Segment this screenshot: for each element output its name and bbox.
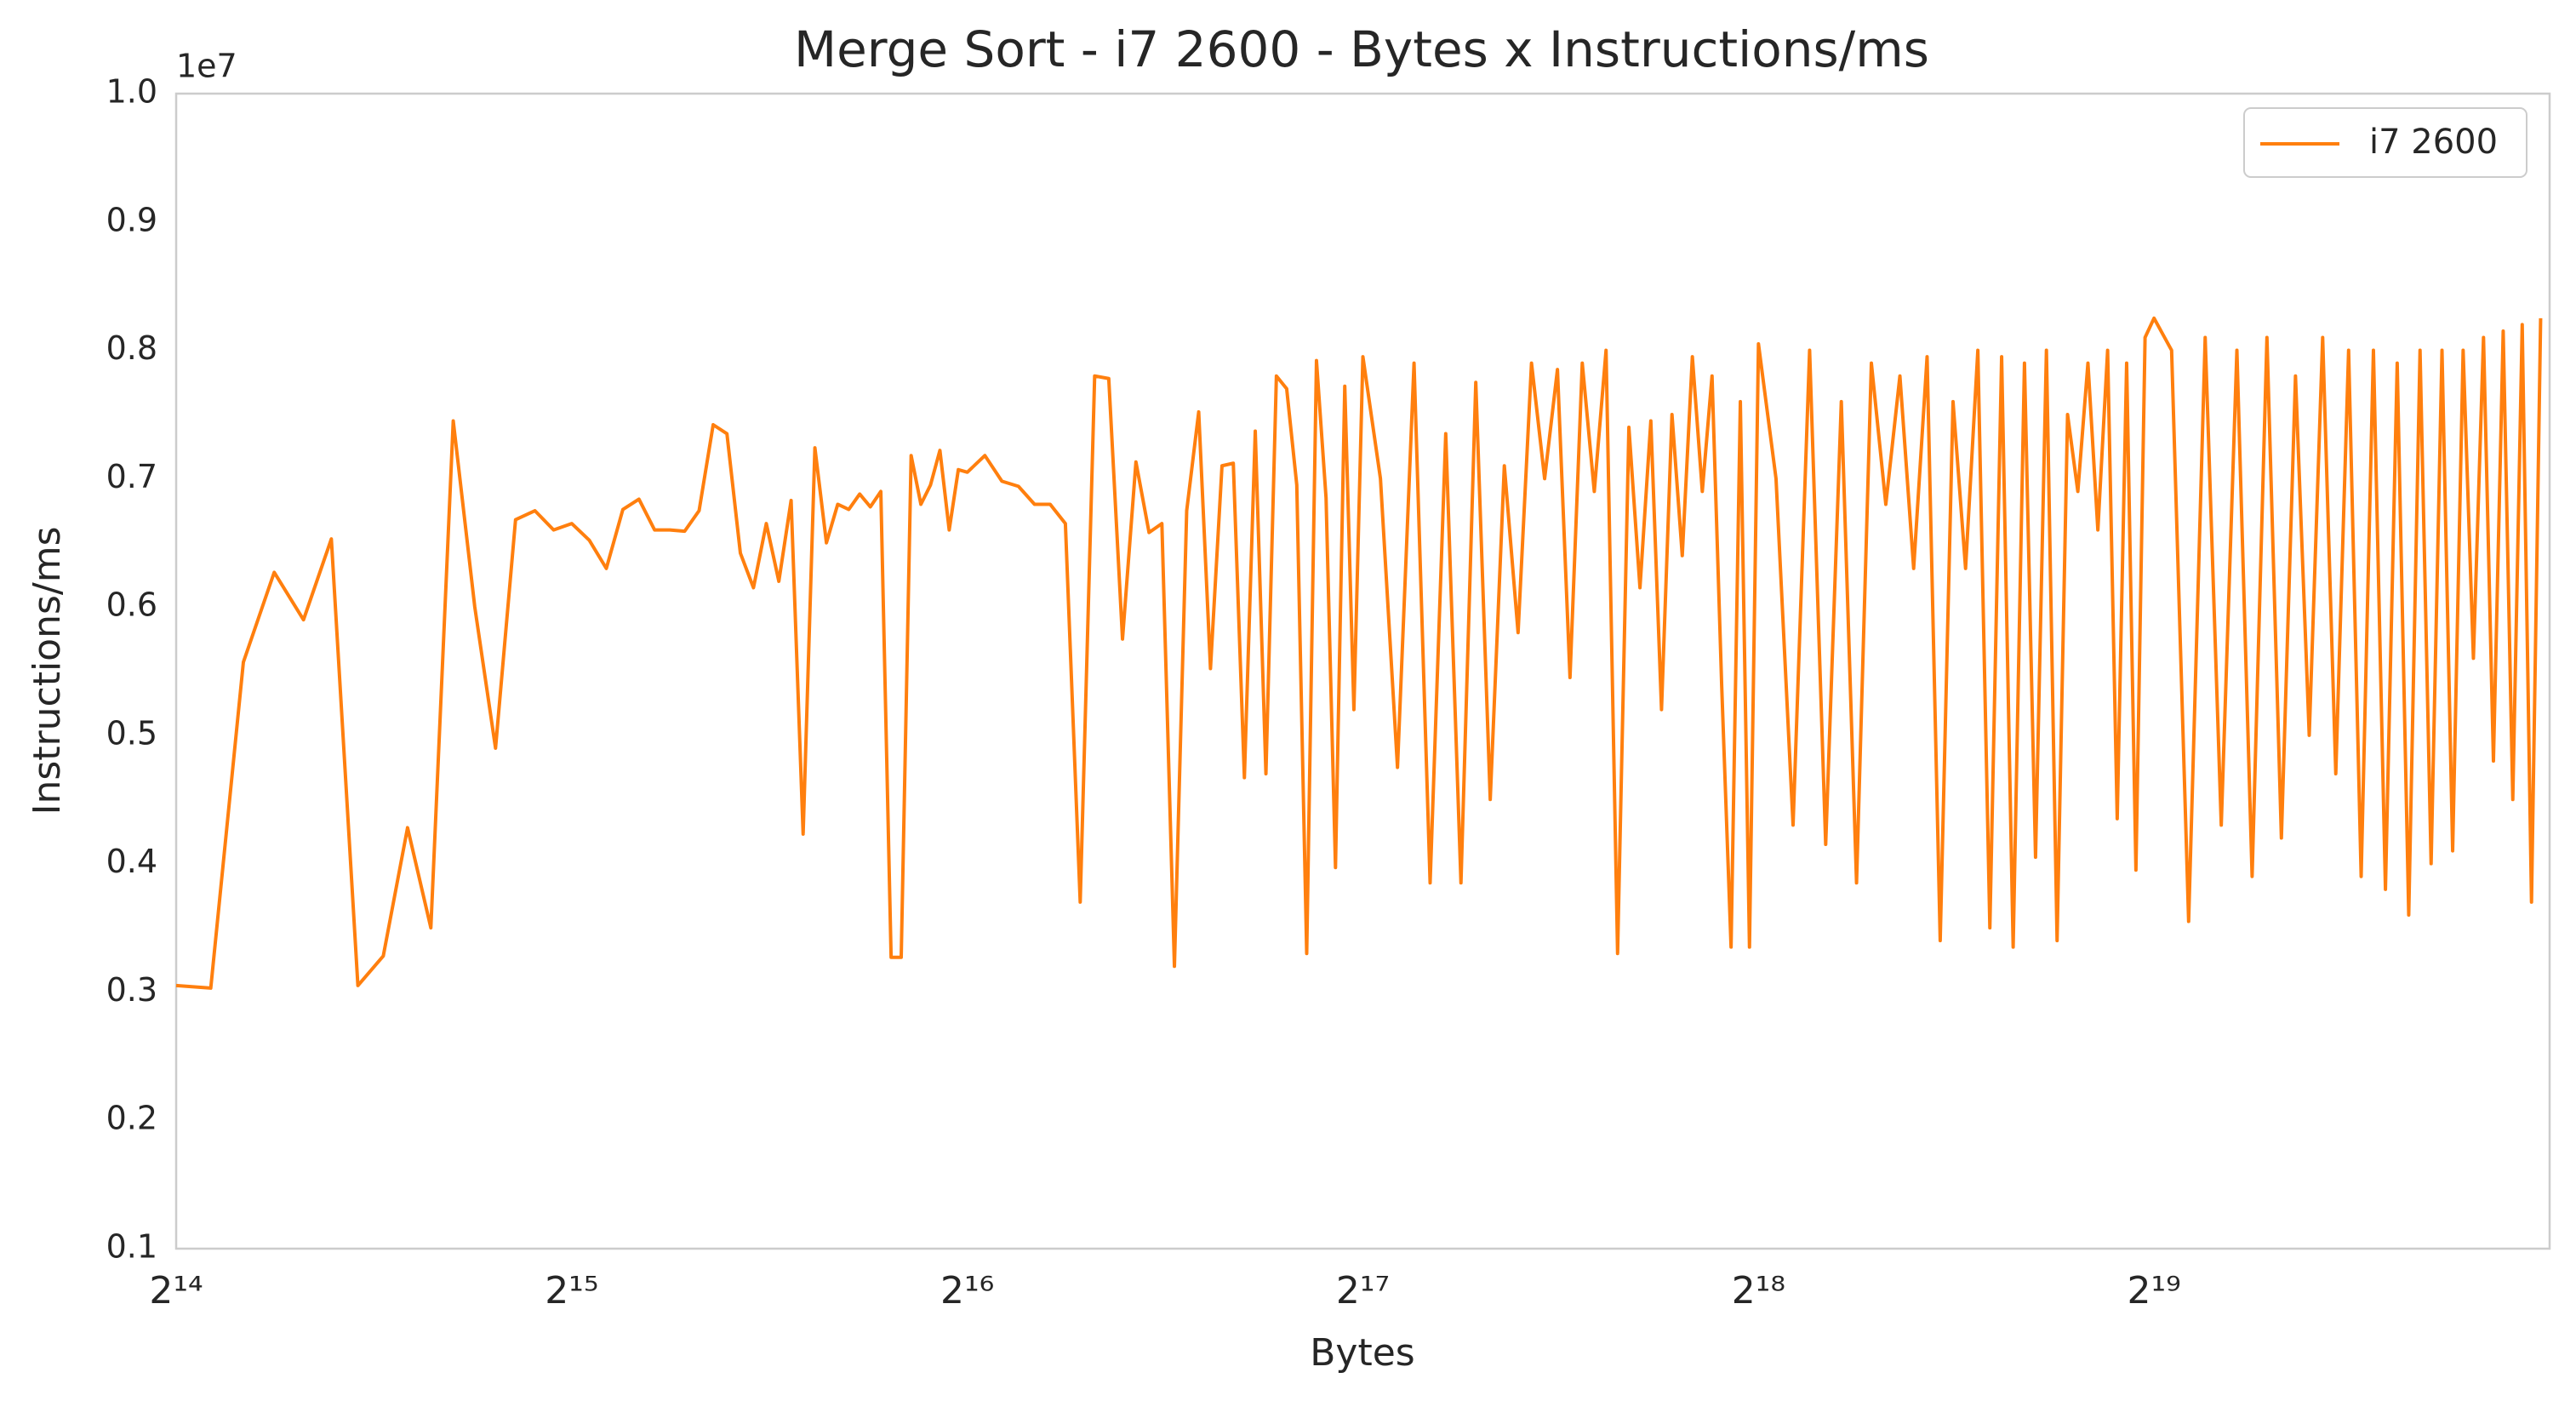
plot-frame [174,92,2551,1250]
y-tick-label: 0.9 [106,201,157,238]
legend-box [2243,107,2527,178]
x-tick-label: 2¹⁸ [1732,1269,1785,1312]
legend-label: i7 2600 [2369,123,2498,162]
y-offset-label: 1e7 [176,48,237,85]
y-tick-label: 0.7 [106,458,157,495]
y-tick-label: 0.4 [106,843,157,880]
y-tick-label: 0.5 [106,714,157,752]
y-axis-label: Instructions/ms [26,526,69,815]
y-tick-label: 0.1 [106,1228,157,1266]
data-line [175,316,2543,990]
legend: i7 2600 [2243,107,2527,178]
y-tick-label: 0.8 [106,329,157,367]
x-tick-label: 2¹⁹ [2128,1269,2181,1312]
x-tick-label: 2¹⁶ [940,1269,994,1312]
y-tick-label: 0.3 [106,971,157,1009]
y-tick-label: 0.6 [106,586,157,624]
x-axis-label: Bytes [1310,1331,1414,1375]
x-tick-label: 2¹⁷ [1336,1269,1390,1312]
y-tick-label: 1.0 [106,73,157,111]
chart-title: Merge Sort - i7 2600 - Bytes x Instructi… [794,20,1929,78]
x-tick-label: 2¹⁵ [545,1269,598,1312]
x-tick-label: 2¹⁴ [149,1269,203,1312]
y-tick-label: 0.2 [106,1100,157,1137]
